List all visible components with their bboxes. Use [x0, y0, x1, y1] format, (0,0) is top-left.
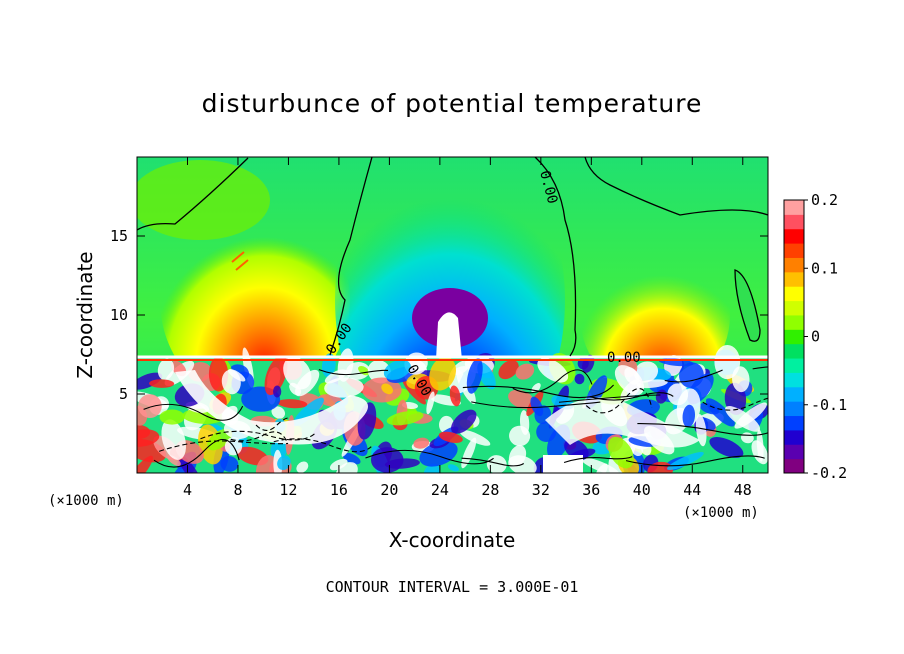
colorbar-tick-label: -0.1	[811, 396, 847, 414]
colorbar-swatch	[784, 228, 804, 244]
colorbar-swatch	[784, 300, 804, 316]
colorbar-swatch	[784, 286, 804, 302]
colorbar-swatch	[784, 329, 804, 345]
x-tick-label: 36	[582, 481, 600, 499]
x-tick-label: 44	[683, 481, 701, 499]
heatmap-field	[137, 157, 768, 473]
colorbar-swatch	[784, 401, 804, 417]
y-tick-label: 5	[119, 385, 128, 403]
y-tick-label: 15	[110, 227, 128, 245]
colorbar-swatch	[784, 444, 804, 460]
colorbar-swatch	[784, 257, 804, 273]
x-tick-label: 28	[481, 481, 499, 499]
colorbar-swatch	[784, 200, 804, 215]
colorbar: 0.2 0.1 0 -0.1 -0.2	[783, 191, 847, 482]
colorbar-tick-label: 0	[811, 328, 820, 346]
colorbar-swatch	[784, 429, 804, 445]
contour-label: 0.00	[607, 350, 641, 366]
colorbar-swatch	[784, 314, 804, 330]
colorbar-swatch	[784, 458, 804, 474]
y-axis-label: Z-coordinate	[73, 251, 97, 378]
chart-title: disturbunce of potential temperature	[202, 89, 703, 118]
colorbar-swatch	[784, 214, 804, 230]
x-tick-label: 32	[532, 481, 550, 499]
x-tick-label: 20	[380, 481, 398, 499]
colorbar-swatch	[784, 358, 804, 373]
colorbar-swatch	[784, 271, 804, 287]
x-tick-label: 8	[233, 481, 242, 499]
x-tick-label: 40	[633, 481, 651, 499]
colorbar-tick-label: 0.2	[811, 191, 838, 209]
colorbar-swatch	[784, 415, 804, 431]
colorbar-tick-label: 0.1	[811, 259, 838, 277]
contour-interval: CONTOUR INTERVAL = 3.000E-01	[326, 578, 579, 596]
x-tick-label: 16	[330, 481, 348, 499]
x-unit-left: (×1000 m)	[48, 493, 124, 509]
x-axis: 4 8 12 16 20 24 28 32 36 40 44 48	[183, 157, 752, 499]
x-tick-label: 12	[279, 481, 297, 499]
colorbar-swatch	[784, 343, 804, 359]
x-unit-right: (×1000 m)	[683, 505, 759, 521]
colorbar-swatch	[784, 386, 804, 402]
x-tick-label: 48	[734, 481, 752, 499]
x-tick-label: 24	[431, 481, 449, 499]
colorbar-tick-label: -0.2	[811, 464, 847, 482]
colorbar-swatch	[784, 243, 804, 258]
colorbar-swatch	[784, 372, 804, 388]
y-axis: 5 10 15	[110, 227, 768, 403]
x-axis-label: X-coordinate	[389, 528, 516, 552]
x-tick-label: 4	[183, 481, 192, 499]
y-tick-label: 10	[110, 306, 128, 324]
